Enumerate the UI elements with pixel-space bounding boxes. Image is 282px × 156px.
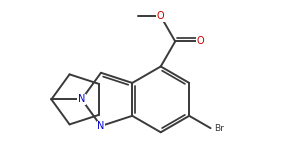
Text: O: O: [157, 11, 165, 21]
Text: O: O: [196, 36, 204, 46]
Text: N: N: [78, 94, 85, 104]
Text: N: N: [97, 121, 105, 131]
Text: Br: Br: [215, 124, 224, 133]
